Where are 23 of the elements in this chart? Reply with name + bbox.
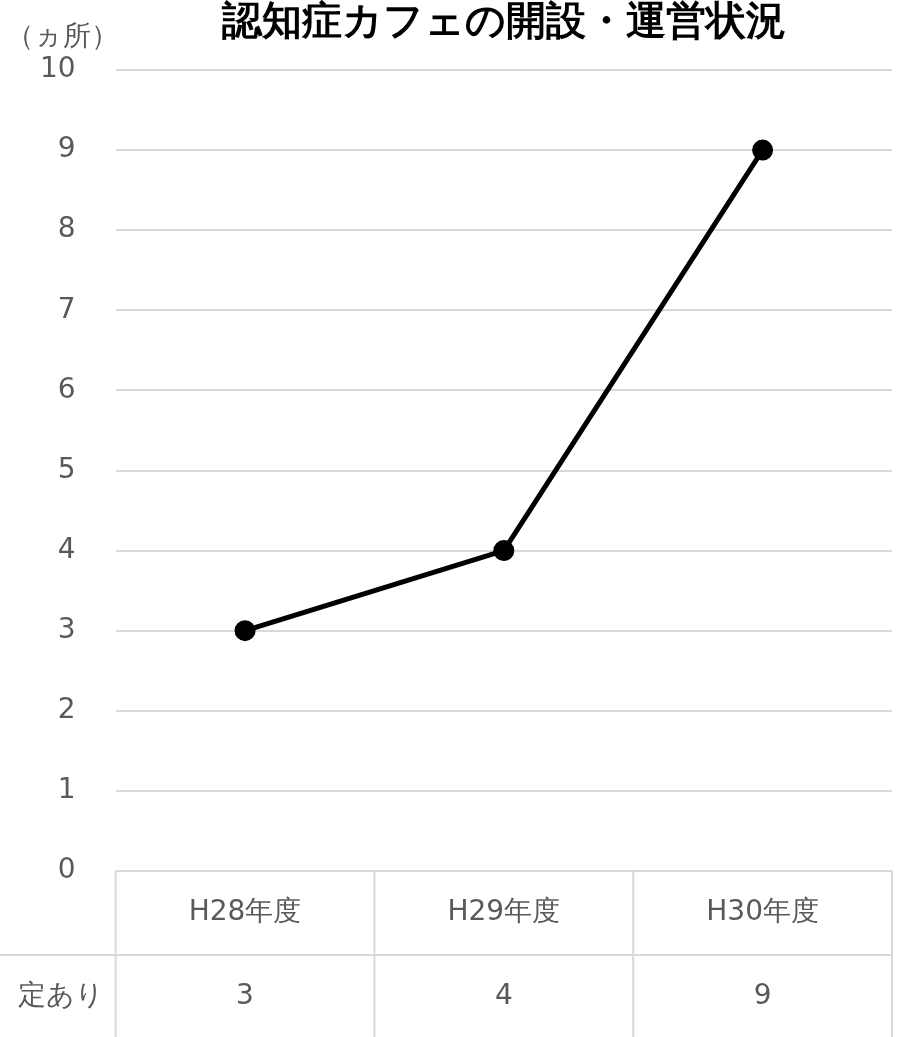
x-tick-label: H28年度 [188,894,302,928]
data-label: 3 [236,978,254,1012]
text: 定あり [17,978,104,1012]
y-tick-label: 3 [57,611,76,645]
point [752,139,774,161]
x-tick-label: H30年度 [706,894,819,928]
y-tick-label: 8 [57,211,76,245]
y-tick-label: 10 [39,51,76,85]
point [234,620,256,642]
y-tick-label: 4 [57,531,76,565]
y-tick-label: 1 [57,772,76,806]
data-label: 4 [494,978,513,1012]
chart-title: 認知症カフェの開設・運営状況 [220,0,786,44]
y-tick-label: 0 [57,852,76,886]
point [493,540,515,562]
y-tick-label: 9 [57,131,76,165]
y-tick-label: 6 [57,371,76,405]
x-tick-label: H29年度 [447,894,561,928]
y-tick-label: 2 [57,692,76,726]
y-tick-label: 7 [57,291,76,325]
y-tick-label: 5 [57,451,76,485]
data-label: 9 [753,978,772,1012]
y-axis-title: （ヵ所） [6,19,119,53]
